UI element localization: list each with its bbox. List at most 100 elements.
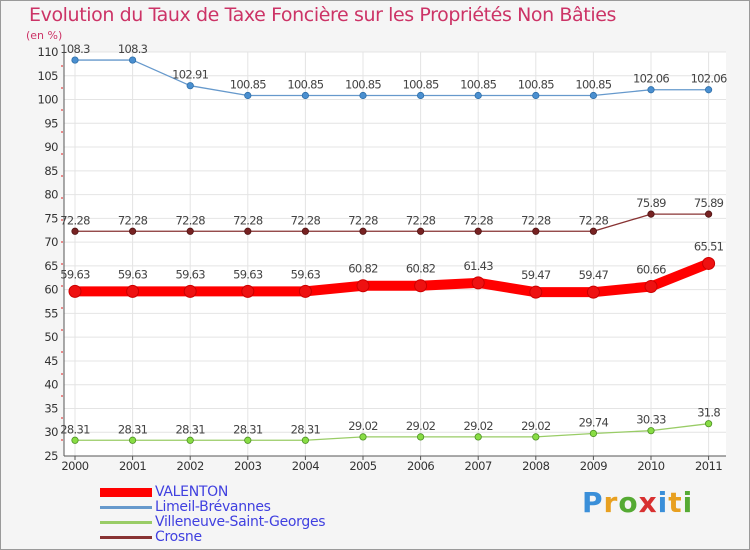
data-point [129, 227, 137, 235]
data-label: 72.28 [175, 213, 205, 227]
data-label: 29.74 [579, 415, 609, 429]
x-tick-label: 2007 [465, 459, 492, 473]
data-label: 72.28 [291, 213, 321, 227]
y-tick-label: 60 [44, 283, 58, 297]
data-point [183, 284, 197, 298]
data-label: 72.28 [463, 213, 493, 227]
data-point [414, 279, 428, 293]
data-label: 72.28 [406, 213, 436, 227]
data-point [704, 210, 713, 218]
y-tick-label: 30 [44, 425, 58, 439]
data-point [68, 284, 82, 298]
data-label: 100.85 [230, 77, 266, 91]
data-point [301, 91, 309, 100]
data-point [244, 91, 252, 100]
data-point [532, 227, 540, 235]
logo-letter: o [618, 486, 639, 519]
y-tick-label: 90 [44, 140, 58, 154]
data-label: 75.89 [694, 196, 724, 210]
y-tick-label: 105 [38, 69, 59, 83]
data-point [702, 256, 716, 270]
data-label: 65.51 [694, 239, 724, 253]
data-point [129, 436, 137, 444]
series-line-valenton [70, 258, 714, 298]
data-point [647, 210, 655, 218]
data-point [359, 433, 367, 441]
data-label: 100.85 [575, 77, 611, 91]
data-label: 29.02 [463, 419, 493, 433]
data-point [416, 227, 425, 235]
data-label: 29.02 [348, 419, 378, 433]
data-label: 31.8 [697, 406, 720, 420]
data-label: 59.63 [175, 267, 205, 281]
data-point [474, 227, 482, 235]
data-label: 108.3 [60, 42, 90, 56]
data-point [529, 285, 543, 299]
data-label: 28.31 [118, 422, 148, 436]
data-label: 72.28 [233, 213, 263, 227]
y-axis-unit-label: (en %) [26, 29, 63, 42]
data-label: 59.47 [521, 268, 551, 282]
logo-letter: i [682, 486, 694, 519]
data-label: 100.85 [345, 77, 381, 91]
data-label: 30.33 [636, 413, 666, 427]
data-point [532, 91, 540, 100]
x-tick-label: 2000 [61, 459, 88, 473]
data-point [244, 227, 252, 235]
data-label: 60.82 [348, 262, 378, 276]
data-label: 29.02 [406, 419, 436, 433]
x-tick-label: 2004 [292, 459, 319, 473]
y-tick-label: 50 [44, 330, 58, 344]
data-label: 72.28 [118, 213, 148, 227]
y-tick-label: 65 [44, 259, 58, 273]
data-label: 59.47 [579, 268, 609, 282]
data-point [359, 227, 367, 235]
chart-title: Evolution du Taux de Taxe Foncière sur l… [29, 4, 617, 26]
data-label: 28.31 [233, 422, 263, 436]
y-tick-label: 75 [44, 211, 58, 225]
x-tick-label: 2010 [637, 459, 664, 473]
x-tick-label: 2001 [119, 459, 146, 473]
y-tick-label: 110 [38, 45, 59, 59]
data-label: 61.43 [463, 259, 493, 273]
data-point [356, 279, 370, 293]
y-tick-label: 70 [44, 235, 58, 249]
plot-area [64, 52, 726, 456]
x-tick-label: 2003 [234, 459, 261, 473]
data-point [704, 420, 713, 428]
data-point [416, 91, 425, 100]
x-tick-label: 2011 [695, 459, 722, 473]
proxiti-logo: Proxiti [582, 486, 693, 519]
logo-letter: i [657, 486, 669, 519]
data-label: 59.63 [291, 267, 321, 281]
data-label: 60.66 [636, 263, 666, 277]
data-label: 28.31 [175, 422, 205, 436]
data-point [589, 227, 598, 235]
data-point [644, 280, 658, 294]
data-label: 29.02 [521, 419, 551, 433]
data-point [589, 91, 598, 100]
legend-swatch [100, 506, 152, 509]
logo-letter: x [638, 486, 658, 519]
y-tick-label: 85 [44, 164, 58, 178]
y-tick-label: 25 [44, 449, 58, 463]
data-label: 75.89 [636, 196, 666, 210]
data-label: 72.28 [521, 213, 551, 227]
y-tick-label: 40 [44, 378, 58, 392]
y-tick-label: 95 [44, 116, 58, 130]
legend-swatch [100, 521, 152, 524]
data-label: 59.63 [118, 267, 148, 281]
x-tick-label: 2009 [580, 459, 607, 473]
legend-label: VALENTON [155, 484, 229, 500]
data-point [474, 433, 482, 441]
data-point [301, 436, 309, 444]
data-point [298, 284, 312, 298]
legend-label: Villeneuve-Saint-Georges [155, 514, 326, 530]
data-point [416, 433, 425, 441]
data-label: 72.28 [348, 213, 378, 227]
data-point [532, 433, 540, 441]
data-label: 102.06 [633, 72, 669, 86]
data-label: 100.85 [460, 77, 496, 91]
x-tick-label: 2008 [522, 459, 549, 473]
data-label: 100.85 [518, 77, 554, 91]
